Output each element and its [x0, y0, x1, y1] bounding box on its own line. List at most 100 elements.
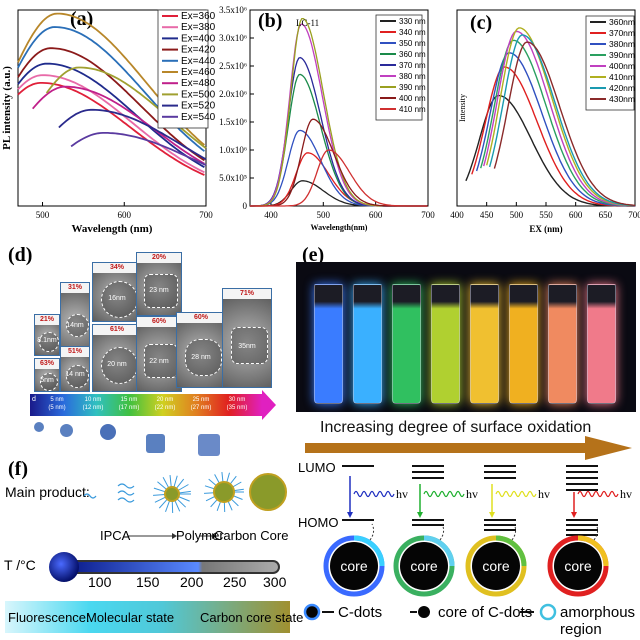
tem-image: 71% 35nm — [222, 288, 272, 388]
carbon-core-circle — [330, 542, 378, 590]
x-tick-label: 500 — [317, 210, 331, 220]
legend-label: 330 nm — [399, 17, 426, 26]
x-tick-label: 650 — [599, 210, 613, 220]
particle-size: 23 nm — [149, 287, 169, 295]
plot-frame — [249, 9, 429, 207]
fluor-carbon-core: Carbon core state — [200, 610, 304, 625]
fluorescent-vial — [509, 284, 538, 404]
particle-size: 22 nm — [149, 357, 169, 365]
arrow-head — [172, 533, 177, 539]
legend-frame — [157, 9, 209, 129]
size-scale-bar — [30, 394, 262, 416]
polymer-strand — [227, 500, 233, 511]
scale-tick-label: 25 nm (27 nm) — [186, 396, 216, 412]
polymer-strand — [178, 490, 191, 494]
x-axis-label: Wavelength (nm) — [72, 223, 153, 235]
hv-label: hv — [538, 487, 550, 501]
y-tick-label: 5.0x10⁵ — [219, 173, 247, 183]
tem-image: 31% 14nm — [60, 282, 90, 354]
polymer-strand — [210, 499, 218, 508]
hv-label: hv — [396, 487, 408, 501]
homo-label: HOMO — [298, 515, 339, 530]
particle-cluster-icon — [34, 422, 44, 432]
arrow-head — [212, 533, 217, 539]
x-tick-label: 600 — [569, 210, 583, 220]
legend-label: 360 nm — [399, 50, 426, 59]
polymer-strand — [154, 496, 166, 503]
legend-label: 380nm — [609, 39, 635, 49]
core-label: core — [410, 558, 437, 574]
scale-value: 5 nm — [50, 397, 64, 403]
legend-label: Ex=440 — [181, 56, 216, 67]
x-tick-label: 600 — [369, 210, 383, 220]
carbon-core — [249, 473, 287, 511]
fluorescent-vial — [470, 284, 499, 404]
polymer-strand — [173, 475, 178, 488]
emission-wave — [353, 490, 395, 498]
relaxation-arrow — [439, 523, 445, 541]
particle-outline — [184, 338, 222, 376]
fluorescent-vial — [314, 284, 343, 404]
y-tick-label: 2.0x10⁶ — [219, 89, 247, 99]
scale-value-measured: (12 nm) — [82, 405, 104, 411]
coverage-percent: 51% — [61, 347, 89, 357]
scale-value: 10 nm — [84, 397, 102, 403]
path-polymer: Polymer — [176, 528, 224, 543]
polymer-chain — [117, 483, 135, 489]
main-product-label: Main product: — [5, 484, 90, 500]
series-line-9 — [250, 149, 428, 207]
scale-value: 15 nm — [120, 397, 138, 403]
x-tick-label: 700 — [628, 210, 640, 220]
relaxation-arrow — [369, 523, 375, 541]
core-label: core — [564, 558, 591, 574]
temp-300: 300 — [263, 574, 287, 590]
particle-outline — [143, 273, 179, 309]
tem-image: 60% 28 nm — [176, 312, 226, 388]
legend-label: 410 nm — [399, 105, 426, 114]
legend: Ex=360Ex=380Ex=400Ex=420Ex=440Ex=460Ex=4… — [157, 9, 216, 129]
legend-label: Ex=360 — [181, 11, 216, 22]
scale-value-measured: (35 nm) — [226, 405, 248, 411]
scale-value-measured: (27 nm) — [190, 405, 212, 411]
amorphous-ring-highlight — [495, 535, 527, 567]
y-axis-label: PL intensity (a.u.) — [1, 66, 13, 150]
legend-label: 390nm — [609, 50, 635, 60]
legend-label: 370 nm — [399, 61, 426, 70]
hv-label: hv — [620, 487, 632, 501]
tem-image: 61% 20 nm — [92, 324, 142, 392]
relaxation-arrow — [511, 523, 517, 541]
panel-label-d: (d) — [8, 244, 33, 266]
particle-size: 5nm — [40, 376, 54, 384]
legend-core: core of C-dots — [438, 604, 533, 621]
series-line-5 — [483, 30, 636, 207]
polymer-strand — [169, 475, 172, 488]
polymer-strand — [153, 493, 166, 496]
tem-image: 21% 8.1nm — [34, 314, 60, 356]
path-ipca: IPCA — [100, 528, 131, 543]
x-tick-label: 400 — [450, 210, 464, 220]
panel-label-c: (c) — [470, 12, 493, 34]
y-tick-label: 1.5x10⁶ — [219, 117, 247, 127]
series-line-4 — [17, 47, 205, 162]
polymer-chain — [117, 490, 135, 496]
emission-wave — [423, 490, 465, 498]
particle-size: 14nm — [66, 321, 84, 329]
polymer-strand — [177, 484, 189, 491]
scale-value: 30 nm — [228, 397, 246, 403]
fluorescent-vial — [431, 284, 460, 404]
polymer-strand — [205, 495, 216, 502]
path-carbon-core: Carbon Core — [214, 528, 289, 543]
fluorescent-vial — [587, 284, 616, 404]
series-line-9 — [58, 108, 207, 160]
polymer-strand — [175, 478, 185, 489]
emission-wave — [495, 490, 537, 498]
series-line-2 — [17, 74, 205, 174]
y-tick-label: 3.0x10⁶ — [219, 33, 247, 43]
legend-cdot-icon — [303, 603, 321, 621]
legend-label: 370nm — [609, 28, 635, 38]
particle-outline — [100, 346, 138, 384]
legend-label: Ex=500 — [181, 89, 216, 100]
polymer-strand — [158, 498, 168, 509]
